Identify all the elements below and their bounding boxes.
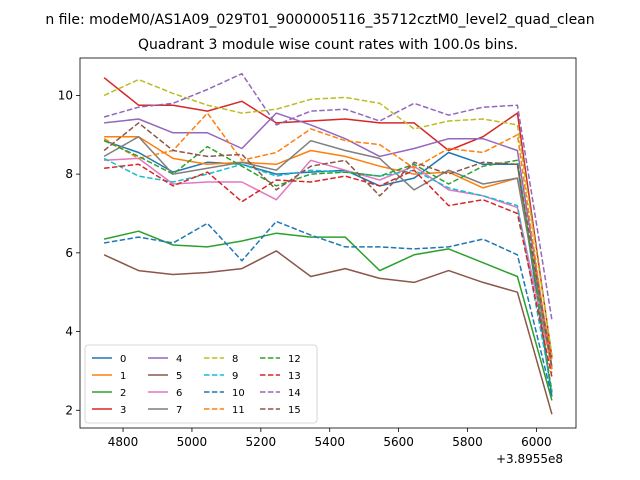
legend-label-9: 9 (232, 371, 238, 382)
x-tick-label-5000: 5000 (177, 435, 208, 449)
series-line-1 (104, 135, 553, 360)
y-tick-label-6: 6 (65, 246, 73, 260)
figure-suptitle: n file: modeM0/AS1A09_029T01_9000005116_… (45, 12, 595, 28)
series-line-13 (104, 163, 553, 377)
series-line-12 (103, 140, 553, 393)
series-line-2 (103, 230, 553, 401)
legend-label-5: 5 (176, 371, 182, 382)
series-line-8 (103, 78, 553, 356)
plot-frame (79, 57, 577, 429)
legend-box (84, 344, 318, 424)
legend-label-11: 11 (232, 405, 245, 416)
series-line-9 (103, 157, 553, 391)
y-tick-label-2: 2 (65, 403, 73, 417)
series-line-4 (104, 112, 553, 368)
series-line-7 (103, 135, 553, 370)
x-tick-label-5400: 5400 (314, 435, 345, 449)
x-tick-label-4800: 4800 (108, 435, 139, 449)
chart-title: Quadrant 3 module wise count rates with … (138, 37, 518, 53)
x-offset-label: +3.8955e8 (496, 452, 564, 466)
legend-label-14: 14 (288, 388, 301, 399)
series-line-10 (103, 220, 553, 397)
legend-label-13: 13 (288, 371, 301, 382)
x-tick-label-5600: 5600 (383, 435, 414, 449)
series-line-5 (103, 250, 553, 415)
legend-label-8: 8 (232, 354, 238, 365)
y-tick-label-4: 4 (65, 325, 73, 339)
legend-label-1: 1 (120, 371, 126, 382)
x-tick-label-6000: 6000 (521, 435, 552, 449)
series-line-14 (103, 72, 553, 320)
series-line-3 (103, 77, 553, 358)
legend-label-7: 7 (176, 405, 182, 416)
x-tick-label-5200: 5200 (246, 435, 277, 449)
x-tick-label-5800: 5800 (452, 435, 483, 449)
legend-label-3: 3 (120, 405, 126, 416)
legend-label-2: 2 (120, 388, 126, 399)
y-tick-label-8: 8 (65, 167, 73, 181)
series-line-11 (103, 112, 553, 374)
legend-label-6: 6 (176, 388, 182, 399)
legend-label-12: 12 (288, 354, 301, 365)
legend-label-0: 0 (120, 354, 126, 365)
legend-label-15: 15 (288, 405, 301, 416)
legend-label-10: 10 (232, 388, 245, 399)
y-tick-label-10: 10 (58, 88, 73, 102)
legend-label-4: 4 (176, 354, 182, 365)
